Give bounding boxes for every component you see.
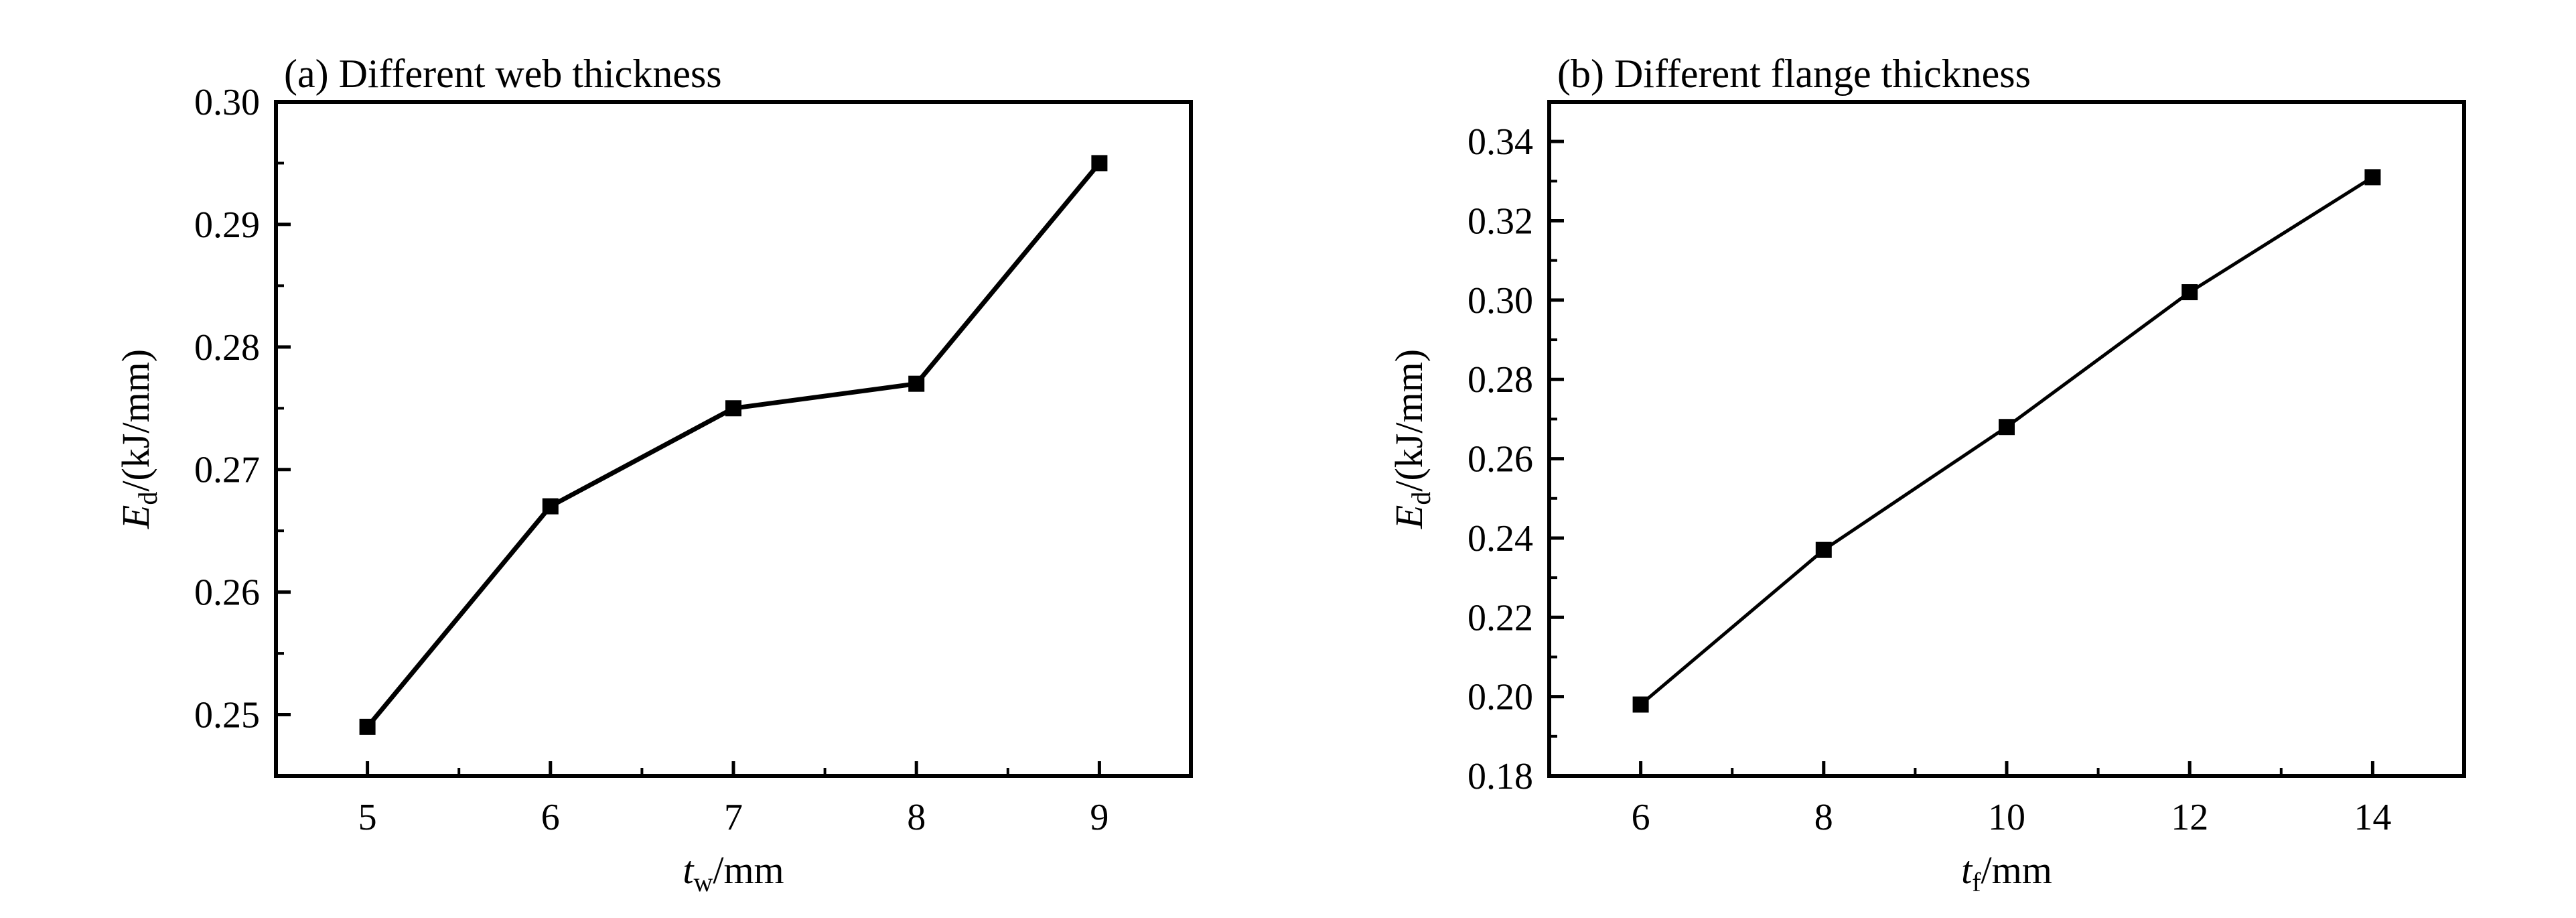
x-tick-label: 9 <box>1090 797 1108 838</box>
chart-title: (a) Different web thickness <box>284 52 722 96</box>
x-axis-subscript: f <box>1972 867 1981 897</box>
series-line <box>1639 176 2374 706</box>
x-axis-unit: /mm <box>1981 848 2052 892</box>
y-tick-label: 0.28 <box>1468 359 1533 401</box>
chart-title: (b) Different flange thickness <box>1557 52 2031 96</box>
x-tick-label: 6 <box>541 797 560 838</box>
x-axis-label: tf/mm <box>1961 848 2052 897</box>
data-point <box>725 400 741 417</box>
y-axis-subscript: d <box>1406 492 1436 505</box>
y-tick-label: 0.26 <box>194 572 260 614</box>
x-tick-label: 10 <box>1988 797 2025 838</box>
y-axis-label: Ed/(kJ/mm) <box>1387 349 1436 529</box>
y-tick-label: 0.25 <box>194 695 260 736</box>
data-point <box>2181 284 2198 301</box>
x-tick-label: 5 <box>358 797 377 838</box>
y-tick-label: 0.18 <box>1468 756 1533 797</box>
x-axis-symbol: t <box>683 848 695 892</box>
chart-panel-web-thickness: (a) Different web thickness 5 6 7 8 9 0.25 0.26… <box>114 52 1193 897</box>
x-tick-label: 8 <box>1814 797 1833 838</box>
series-line <box>365 161 1102 729</box>
y-tick-label: 0.30 <box>1468 280 1533 322</box>
y-tick-label: 0.20 <box>1468 677 1533 718</box>
data-point <box>1632 696 1649 713</box>
y-tick-label: 0.29 <box>194 204 260 246</box>
data-point <box>1091 155 1108 172</box>
y-tick-label: 0.30 <box>194 82 260 123</box>
data-point <box>2364 169 2381 186</box>
y-axis-subscript: d <box>133 492 163 505</box>
y-axis-unit: /(kJ/mm) <box>114 349 157 492</box>
chart-panel-flange-thickness: (b) Different flange thickness 6 8 10 12 14 0.… <box>1387 52 2466 897</box>
x-tick-label: 12 <box>2171 797 2208 838</box>
x-axis-unit: /mm <box>713 848 784 892</box>
x-tick-label: 7 <box>724 797 743 838</box>
y-tick-label: 0.34 <box>1468 121 1533 163</box>
data-point <box>359 718 376 735</box>
y-axis-symbol: E <box>114 505 157 529</box>
y-tick-label: 0.32 <box>1468 201 1533 243</box>
x-tick-label: 6 <box>1632 797 1650 838</box>
y-tick-label: 0.28 <box>194 327 260 369</box>
plot-frame <box>1547 100 2466 778</box>
y-axis-label: Ed/(kJ/mm) <box>114 349 163 529</box>
y-tick-label: 0.27 <box>194 450 260 491</box>
x-axis-symbol: t <box>1961 848 1973 892</box>
data-point <box>542 498 559 515</box>
y-tick-label: 0.24 <box>1468 518 1533 560</box>
x-axis-label: tw/mm <box>683 848 784 897</box>
y-axis-unit: /(kJ/mm) <box>1387 349 1431 492</box>
x-tick-label: 8 <box>907 797 926 838</box>
data-point <box>1815 541 1832 558</box>
y-tick-label: 0.22 <box>1468 597 1533 639</box>
y-tick-label: 0.26 <box>1468 439 1533 480</box>
y-axis-symbol: E <box>1387 505 1431 529</box>
data-point <box>1999 419 2015 436</box>
x-tick-label: 14 <box>2354 797 2391 838</box>
x-axis-subscript: w <box>693 867 713 897</box>
data-point <box>908 375 925 392</box>
